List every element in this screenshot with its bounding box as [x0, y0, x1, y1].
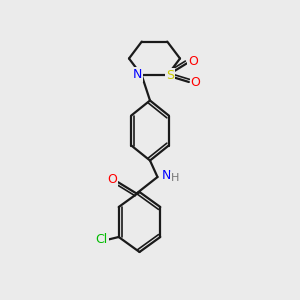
Text: O: O: [190, 76, 200, 89]
Text: Cl: Cl: [95, 233, 108, 246]
Text: O: O: [107, 172, 117, 186]
Text: H: H: [171, 172, 180, 183]
Text: O: O: [188, 56, 198, 68]
Text: N: N: [162, 169, 171, 182]
Text: N: N: [133, 68, 142, 81]
Text: S: S: [166, 69, 174, 82]
